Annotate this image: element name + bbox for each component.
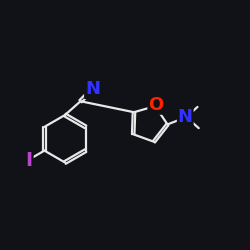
- Text: I: I: [26, 150, 33, 170]
- Text: N: N: [85, 80, 100, 98]
- Text: O: O: [148, 96, 164, 114]
- Text: N: N: [178, 108, 193, 126]
